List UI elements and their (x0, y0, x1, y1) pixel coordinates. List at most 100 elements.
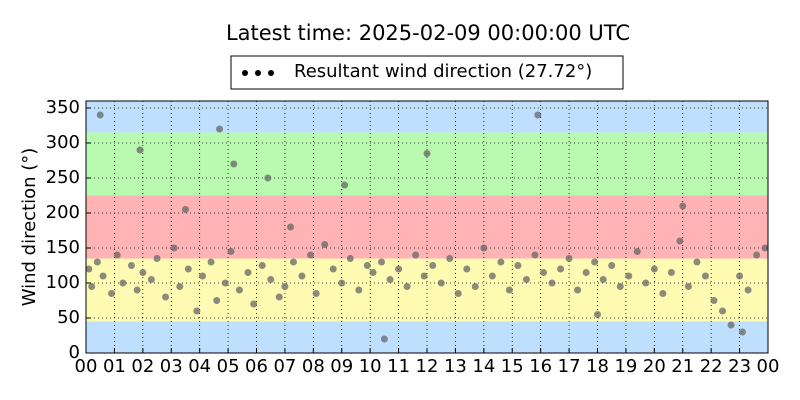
data-point (355, 286, 363, 294)
x-tick-label: 00 (75, 356, 98, 377)
data-point (99, 272, 107, 280)
data-point (258, 262, 266, 269)
data-point (298, 272, 306, 280)
data-point (289, 258, 297, 266)
data-point (522, 276, 530, 283)
legend-marker (242, 70, 248, 76)
data-point (659, 290, 667, 297)
data-point (85, 265, 93, 273)
data-point (608, 262, 616, 269)
data-point (437, 279, 445, 287)
data-point (193, 307, 201, 315)
data-point (363, 262, 371, 269)
x-tick-label: 18 (586, 356, 609, 377)
plot-frame (85, 100, 769, 354)
legend-marker (255, 70, 261, 76)
data-point (667, 269, 675, 276)
x-tick-label: 00 (757, 356, 780, 377)
data-point (719, 307, 727, 315)
data-point (119, 279, 127, 287)
data-point (176, 283, 184, 290)
data-point (346, 255, 354, 262)
legend-marker (268, 70, 274, 76)
y-tick-label: 0 (69, 342, 80, 363)
x-tick-label: 08 (302, 356, 325, 377)
data-point (199, 272, 207, 280)
data-point (565, 255, 573, 262)
data-point (108, 290, 116, 297)
legend-label: Resultant wind direction (27.72°) (294, 61, 592, 82)
x-tick-label: 22 (700, 356, 723, 377)
data-point (625, 272, 633, 280)
data-point (471, 283, 479, 290)
data-point (88, 283, 96, 290)
x-tick-label: 17 (558, 356, 581, 377)
data-point (281, 283, 289, 290)
data-point (306, 251, 314, 259)
data-point (341, 181, 349, 189)
x-tick-label: 09 (330, 356, 353, 377)
y-tick-label: 250 (46, 167, 80, 188)
data-point (505, 286, 513, 294)
x-tick-label: 03 (160, 356, 183, 377)
legend-box (230, 55, 624, 90)
data-point (235, 286, 243, 294)
x-tick-label: 23 (728, 356, 751, 377)
data-point (216, 125, 224, 133)
data-point (221, 279, 229, 287)
x-tick-label: 02 (131, 356, 154, 377)
data-point (446, 255, 454, 262)
data-point (693, 258, 701, 266)
data-point (244, 269, 252, 276)
data-point (147, 276, 155, 283)
data-point (369, 269, 377, 276)
data-point (761, 244, 769, 252)
data-point (250, 300, 258, 308)
x-tick-label: 16 (529, 356, 552, 377)
data-point (463, 265, 471, 273)
direction-band (86, 101, 768, 133)
data-point (591, 258, 599, 266)
data-point (701, 272, 709, 280)
plot-area (85, 101, 769, 354)
data-point (153, 255, 161, 262)
data-point (582, 269, 590, 276)
data-point (329, 265, 337, 273)
data-point (275, 293, 283, 301)
x-tick-label: 14 (472, 356, 495, 377)
x-tick-label: 10 (359, 356, 382, 377)
data-point (227, 248, 235, 255)
y-tick-label: 200 (46, 202, 80, 223)
y-tick-label: 150 (46, 237, 80, 258)
data-point (454, 290, 462, 297)
data-point (642, 279, 650, 287)
data-point (534, 111, 542, 119)
data-point (557, 265, 565, 273)
data-point (531, 251, 539, 259)
data-point (488, 272, 496, 280)
data-point (574, 286, 582, 294)
data-point (93, 258, 101, 266)
data-point (213, 297, 221, 304)
x-tick-label: 07 (273, 356, 296, 377)
data-point (127, 262, 135, 269)
x-tick-label: 11 (387, 356, 410, 377)
data-point (616, 283, 624, 290)
data-point (338, 279, 346, 287)
x-tick-label: 05 (217, 356, 240, 377)
data-point (412, 251, 420, 259)
data-point (420, 272, 428, 280)
data-point (380, 335, 388, 343)
data-point (727, 321, 735, 329)
data-point (321, 241, 329, 248)
data-point (736, 272, 744, 280)
data-point (287, 223, 295, 231)
y-tick-label: 350 (46, 97, 80, 118)
data-point (230, 160, 238, 168)
data-point (684, 283, 692, 290)
data-point (540, 269, 548, 276)
x-tick-label: 15 (501, 356, 524, 377)
x-tick-label: 19 (614, 356, 637, 377)
data-point (548, 279, 556, 287)
